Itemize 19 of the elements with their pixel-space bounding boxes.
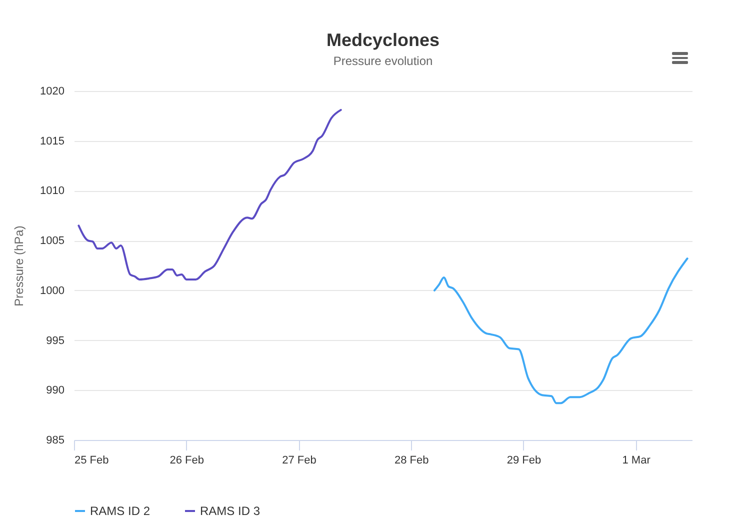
y-axis-title: Pressure (hPa) xyxy=(12,226,26,306)
x-tick-label: 27 Feb xyxy=(282,454,316,466)
x-tick-label: 26 Feb xyxy=(170,454,204,466)
chart-subtitle: Pressure evolution xyxy=(333,54,433,68)
x-tick-label: 29 Feb xyxy=(506,454,542,466)
y-tick-label: 995 xyxy=(46,334,64,347)
y-tick-label: 1010 xyxy=(40,185,64,198)
y-tick-label: 990 xyxy=(46,384,64,397)
legend-label: RAMS ID 3 xyxy=(200,504,260,518)
y-tick-label: 1005 xyxy=(40,235,64,248)
y-tick-label: 1015 xyxy=(40,135,64,148)
x-tick-label: 28 Feb xyxy=(394,454,429,466)
chart-title: Medcyclones xyxy=(326,30,440,50)
x-tick-label: 25 Feb xyxy=(74,454,109,466)
y-tick-label: 1000 xyxy=(40,284,64,297)
legend-label: RAMS ID 2 xyxy=(90,504,150,518)
x-tick-label: 1 Mar xyxy=(622,454,651,466)
y-tick-label: 985 xyxy=(46,434,64,446)
y-tick-label: 1020 xyxy=(40,86,64,98)
